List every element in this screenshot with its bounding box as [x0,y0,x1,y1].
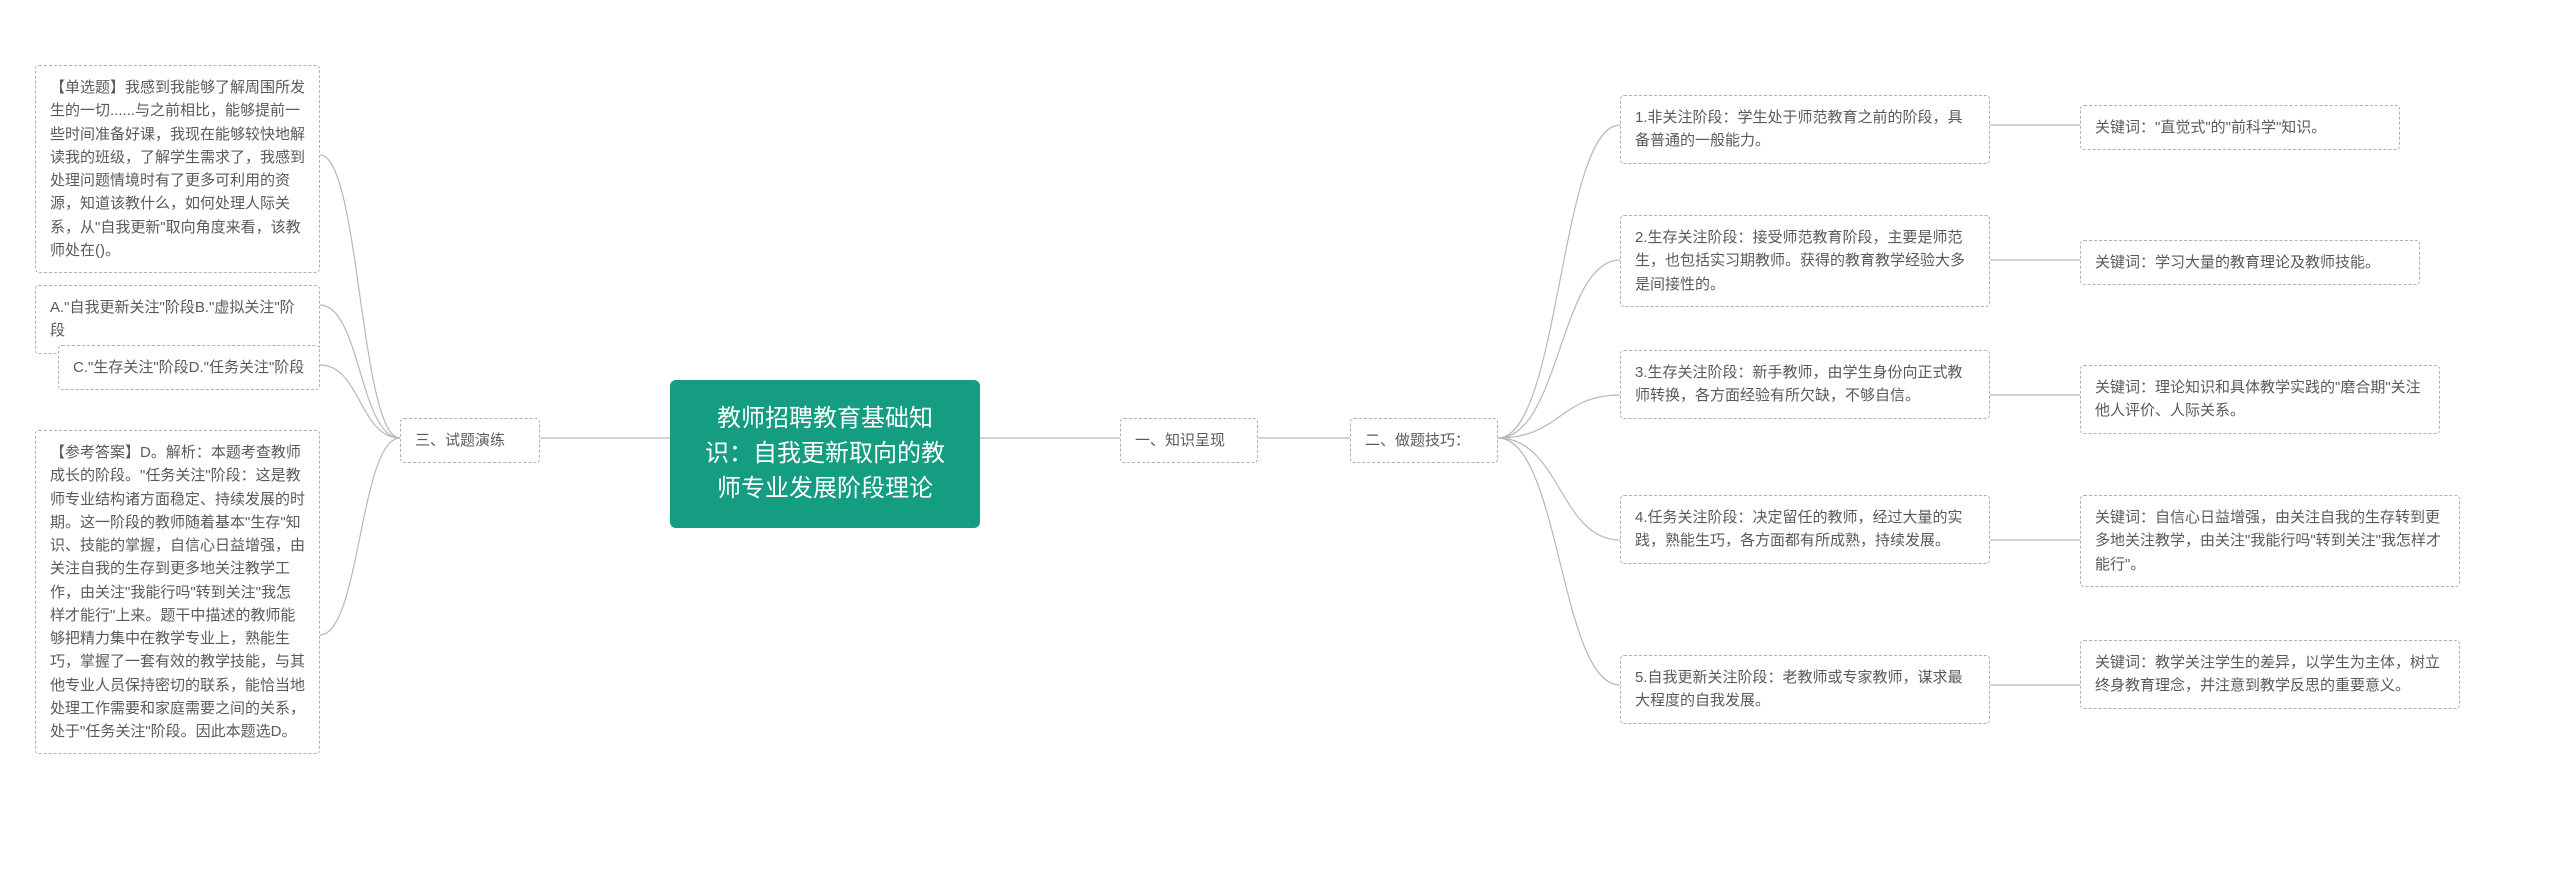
practice-answer-text: 【参考答案】D。解析：本题考查教师成长的阶段。"任务关注"阶段：这是教师专业结构… [50,444,305,740]
practice-question-text: 【单选题】我感到我能够了解周围所发生的一切......与之前相比，能够提前一些时… [50,79,305,259]
stage-3-keyword: 关键词：理论知识和具体教学实践的"磨合期"关注他人评价、人际关系。 [2080,365,2440,434]
stage-4-keyword: 关键词：自信心日益增强，由关注自我的生存转到更多地关注教学，由关注"我能行吗"转… [2080,495,2460,587]
stage-2-main: 2.生存关注阶段：接受师范教育阶段，主要是师范生，也包括实习期教师。获得的教育教… [1620,215,1990,307]
stage-5-keyword: 关键词：教学关注学生的差异，以学生为主体，树立终身教育理念，并注意到教学反思的重… [2080,640,2460,709]
center-title: 教师招聘教育基础知识：自我更新取向的教师专业发展阶段理论 [705,405,945,502]
branch-practice-label: 三、试题演练 [415,432,505,449]
stage-3-text: 3.生存关注阶段：新手教师，由学生身份向正式教师转换，各方面经验有所欠缺，不够自… [1635,364,1963,404]
stage-4-main: 4.任务关注阶段：决定留任的教师，经过大量的实践，熟能生巧，各方面都有所成熟，持… [1620,495,1990,564]
branch-practice: 三、试题演练 [400,418,540,463]
practice-option-cd: C."生存关注"阶段D."任务关注"阶段 [58,345,320,390]
mindmap-canvas: 教师招聘教育基础知识：自我更新取向的教师专业发展阶段理论 一、知识呈现 二、做题… [0,0,2560,877]
branch-knowledge-label: 一、知识呈现 [1135,432,1225,449]
stage-2-keyword-text: 关键词：学习大量的教育理论及教师技能。 [2095,254,2380,271]
stage-2-text: 2.生存关注阶段：接受师范教育阶段，主要是师范生，也包括实习期教师。获得的教育教… [1635,229,1965,293]
center-topic: 教师招聘教育基础知识：自我更新取向的教师专业发展阶段理论 [670,380,980,528]
practice-option-ab: A."自我更新关注"阶段B."虚拟关注"阶段 [35,285,320,354]
stage-1-main: 1.非关注阶段：学生处于师范教育之前的阶段，具备普通的一般能力。 [1620,95,1990,164]
stage-3-keyword-text: 关键词：理论知识和具体教学实践的"磨合期"关注他人评价、人际关系。 [2095,379,2421,419]
stage-4-keyword-text: 关键词：自信心日益增强，由关注自我的生存转到更多地关注教学，由关注"我能行吗"转… [2095,509,2441,573]
branch-technique-label: 二、做题技巧： [1365,432,1470,449]
stage-3-main: 3.生存关注阶段：新手教师，由学生身份向正式教师转换，各方面经验有所欠缺，不够自… [1620,350,1990,419]
practice-answer: 【参考答案】D。解析：本题考查教师成长的阶段。"任务关注"阶段：这是教师专业结构… [35,430,320,754]
stage-1-keyword: 关键词："直觉式"的"前科学"知识。 [2080,105,2400,150]
practice-option-ab-text: A."自我更新关注"阶段B."虚拟关注"阶段 [50,299,295,339]
practice-question: 【单选题】我感到我能够了解周围所发生的一切......与之前相比，能够提前一些时… [35,65,320,273]
stage-4-text: 4.任务关注阶段：决定留任的教师，经过大量的实践，熟能生巧，各方面都有所成熟，持… [1635,509,1963,549]
stage-1-text: 1.非关注阶段：学生处于师范教育之前的阶段，具备普通的一般能力。 [1635,109,1963,149]
stage-5-text: 5.自我更新关注阶段：老教师或专家教师，谋求最大程度的自我发展。 [1635,669,1963,709]
stage-1-keyword-text: 关键词："直觉式"的"前科学"知识。 [2095,119,2326,136]
stage-5-keyword-text: 关键词：教学关注学生的差异，以学生为主体，树立终身教育理念，并注意到教学反思的重… [2095,654,2440,694]
practice-option-cd-text: C."生存关注"阶段D."任务关注"阶段 [73,359,304,376]
stage-2-keyword: 关键词：学习大量的教育理论及教师技能。 [2080,240,2420,285]
branch-technique: 二、做题技巧： [1350,418,1498,463]
stage-5-main: 5.自我更新关注阶段：老教师或专家教师，谋求最大程度的自我发展。 [1620,655,1990,724]
branch-knowledge: 一、知识呈现 [1120,418,1258,463]
